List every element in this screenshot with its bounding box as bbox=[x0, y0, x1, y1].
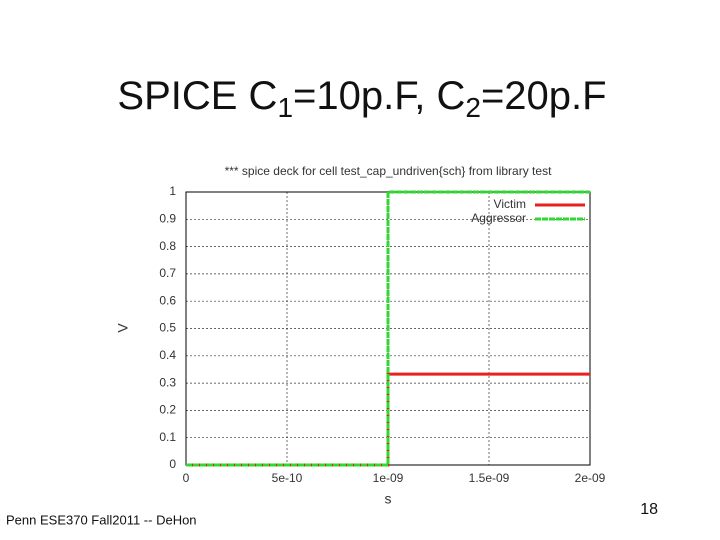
y-tick-label: 0.2 bbox=[159, 403, 176, 417]
x-axis-label: s bbox=[385, 491, 392, 507]
title-sub: 2 bbox=[465, 92, 481, 123]
series-line bbox=[186, 190, 590, 467]
y-tick-label: 0.6 bbox=[159, 293, 176, 307]
y-tick-label: 0.5 bbox=[159, 321, 176, 335]
title-part: =20p.F bbox=[481, 74, 607, 118]
y-tick-label: 1 bbox=[169, 184, 176, 198]
footer: Penn ESE370 Fall2011 -- DeHon bbox=[6, 512, 197, 527]
y-tick-label: 0.4 bbox=[159, 348, 176, 362]
title-part: SPICE C bbox=[117, 74, 277, 118]
chart-title: *** spice deck for cell test_cap_undrive… bbox=[225, 164, 552, 178]
title-sub: 1 bbox=[277, 92, 293, 123]
y-axis-label: V bbox=[115, 323, 131, 333]
y-tick-label: 0.3 bbox=[159, 375, 176, 389]
y-tick-label: 0.7 bbox=[159, 266, 176, 280]
x-tick-label: 1.5e-09 bbox=[469, 471, 510, 485]
y-tick-label: 0.1 bbox=[159, 430, 176, 444]
x-tick-label: 2e-09 bbox=[575, 471, 606, 485]
x-tick-label: 0 bbox=[183, 471, 190, 485]
legend-label: Victim bbox=[494, 197, 526, 211]
legend-label: Aggressor bbox=[471, 211, 526, 225]
slide-title: SPICE C1=10p.F, C2=20p.F bbox=[117, 74, 606, 124]
x-tick-label: 1e-09 bbox=[373, 471, 404, 485]
title-part: =10p.F, C bbox=[293, 74, 465, 118]
y-tick-label: 0 bbox=[169, 457, 176, 471]
y-tick-label: 0.8 bbox=[159, 239, 176, 253]
x-tick-label: 5e-10 bbox=[272, 471, 303, 485]
y-tick-label: 0.9 bbox=[159, 211, 176, 225]
page-number: 18 bbox=[640, 501, 658, 518]
